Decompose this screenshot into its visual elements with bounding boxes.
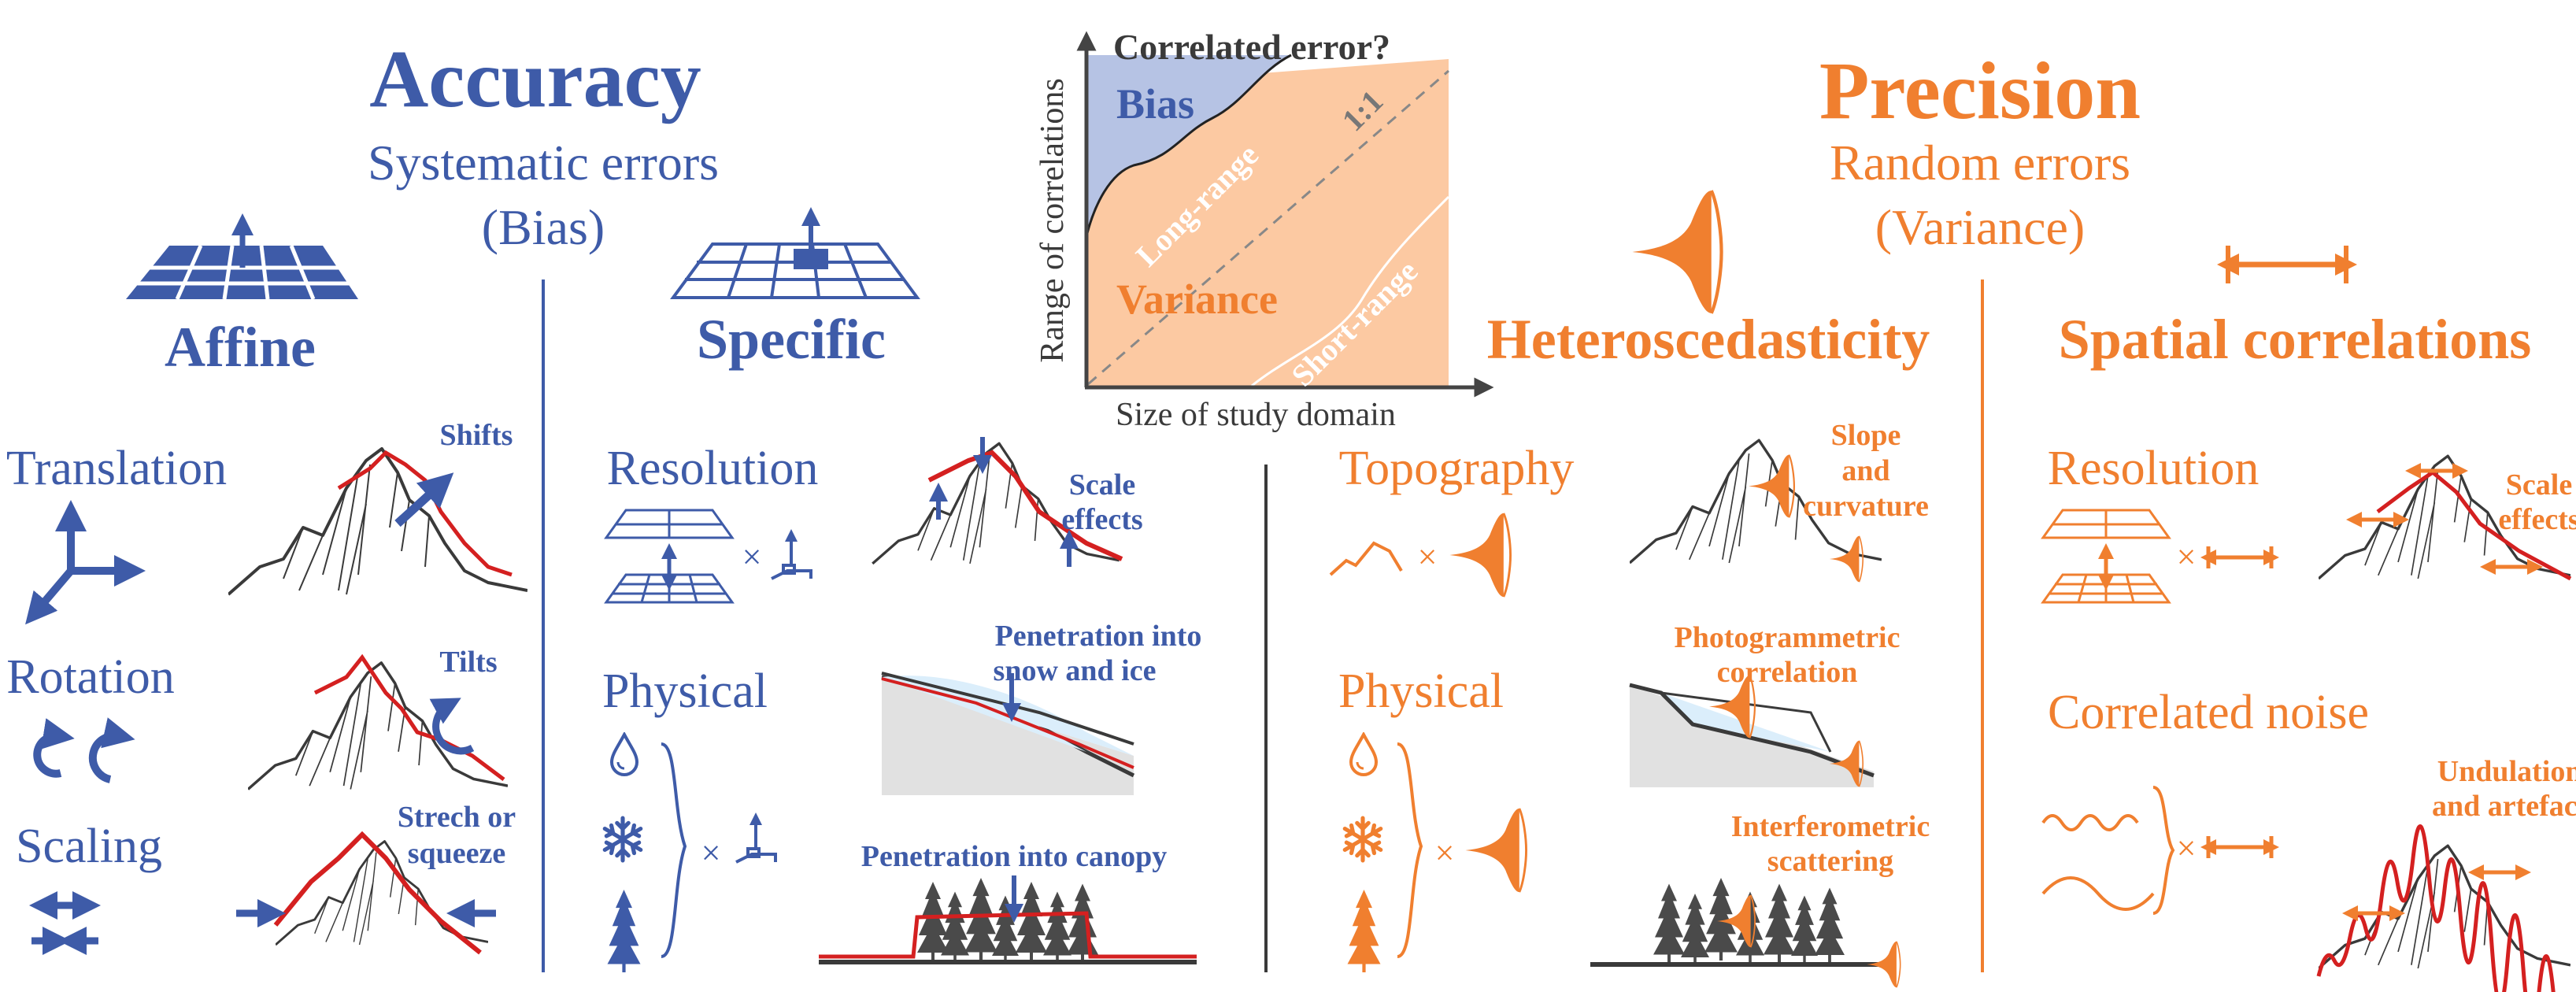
- scaling-label: Scaling: [16, 820, 162, 873]
- spatial-resolution-label: Resolution: [2048, 442, 2260, 495]
- short-wave-icon: [2041, 814, 2139, 831]
- precision-subtitle-variance: (Variance): [1875, 199, 2085, 255]
- resolution-icon-specific: [604, 509, 735, 604]
- times-sign: ×: [701, 834, 721, 872]
- snowflake-icon: [1345, 818, 1380, 861]
- translation-label: Translation: [6, 442, 227, 495]
- range-arrow-icon: [2217, 246, 2357, 283]
- canopy-diagram: Penetration into canopy: [819, 840, 1197, 964]
- chart-title: Correlated error?: [1113, 27, 1390, 67]
- spatial-scale-label-1: Scale: [2506, 468, 2572, 502]
- mountain-shift: Shifts: [228, 419, 527, 596]
- brace: [2152, 786, 2175, 915]
- one-to-one-line: [1087, 69, 1449, 386]
- photogrammetric-diagram: Photogrammetric correlation: [1629, 621, 1901, 787]
- specific-heading: Specific: [697, 308, 886, 371]
- tree-icon: [1347, 890, 1381, 972]
- long-wave-icon: [2041, 876, 2155, 911]
- photo-label-2: correlation: [1717, 656, 1858, 689]
- undulations-label-1: Undulations: [2437, 755, 2576, 788]
- times-sign: ×: [1418, 538, 1438, 576]
- short-range-boundary: [1251, 195, 1450, 387]
- mountain-tilt: Tilts: [248, 646, 508, 791]
- affine-heading: Affine: [165, 316, 316, 379]
- hetero-heading: Heteroscedasticity: [1487, 308, 1930, 371]
- topography-icon: [1329, 541, 1403, 576]
- brace: [661, 742, 687, 958]
- water-icon: [610, 733, 638, 776]
- specific-resolution-label: Resolution: [607, 442, 819, 495]
- precision-subtitle: Random errors: [1830, 135, 2130, 191]
- times-sign: ×: [2177, 538, 2197, 576]
- x-axis-label: Size of study domain: [1116, 397, 1396, 433]
- variance-label: Variance: [1116, 276, 1278, 323]
- bias-region: [1086, 55, 1291, 236]
- inter-label-2: scattering: [1767, 845, 1893, 878]
- distribution-icon: [1449, 512, 1512, 598]
- inter-label-1: Interferometric: [1731, 810, 1930, 843]
- accuracy-subtitle-bias: (Bias): [482, 199, 605, 255]
- shifts-label: Shifts: [440, 419, 513, 452]
- hetero-physical-label: Physical: [1338, 664, 1504, 718]
- stretch-label-2: squeeze: [408, 837, 506, 870]
- times-sign: ×: [2177, 829, 2197, 868]
- translation-icon: [25, 500, 146, 625]
- range-small-icon: [2200, 546, 2279, 568]
- slope-label-3: curvature: [1803, 490, 1929, 523]
- times-sign: ×: [742, 538, 762, 576]
- specific-physical-label: Physical: [602, 664, 768, 718]
- accuracy-title: Accuracy: [369, 34, 701, 124]
- spatial-heading: Spatial correlations: [2059, 308, 2532, 371]
- pen-snow-label-2: snow and ice: [994, 654, 1157, 687]
- undulations-label-2: and artefacts: [2432, 790, 2576, 823]
- mountain-spatial-scale: Scale effects: [2319, 454, 2576, 581]
- pen-canopy-label: Penetration into canopy: [861, 840, 1167, 873]
- topography-label: Topography: [1339, 442, 1575, 495]
- scaling-icon: [29, 891, 101, 955]
- rotation-icon: [33, 717, 135, 783]
- water-icon: [1349, 733, 1378, 776]
- range-small-icon: [2200, 836, 2279, 858]
- scale-label-2: effects: [1061, 503, 1142, 536]
- bias-small-icon: [771, 529, 812, 580]
- mountain-scale-effects: Scale effects: [871, 437, 1143, 567]
- spatial-scale-label-2: effects: [2498, 503, 2576, 536]
- photo-label-1: Photogrammetric: [1675, 621, 1901, 654]
- brace: [1397, 742, 1423, 958]
- scale-label-1: Scale: [1069, 468, 1135, 502]
- bias-small-icon: [735, 812, 777, 864]
- distribution-icon: [1464, 807, 1527, 894]
- precision-title: Precision: [1819, 46, 2141, 136]
- slope-label-2: and: [1841, 454, 1889, 487]
- bias-label: Bias: [1116, 80, 1194, 128]
- times-sign: ×: [1435, 834, 1455, 872]
- slope-label-1: Slope: [1831, 419, 1901, 452]
- grid-icon-specific: [670, 207, 920, 299]
- mountain-undulations: Undulations and artefacts: [2316, 755, 2576, 992]
- grid-icon-affine: [126, 213, 358, 301]
- snow-ice-diagram: Penetration into snow and ice: [881, 620, 1202, 795]
- correlated-noise-label: Correlated noise: [2048, 686, 2369, 739]
- bias-boundary: [1085, 54, 1292, 237]
- y-axis-label: Range of correlations: [1034, 78, 1071, 363]
- mountain-slope-curvature: Slope and curvature: [1630, 419, 1929, 583]
- pen-snow-label-1: Penetration into: [995, 620, 1202, 653]
- rotation-label: Rotation: [6, 650, 175, 704]
- stretch-label-1: Strech or: [398, 801, 516, 834]
- correlation-chart: Correlated error? Size of study domain R…: [1034, 27, 1494, 433]
- accuracy-subtitle: Systematic errors: [368, 135, 719, 191]
- resolution-icon-spatial: [2041, 509, 2171, 604]
- snowflake-icon: [605, 818, 640, 861]
- mountain-stretch: Strech or squeeze: [236, 801, 516, 955]
- tree-icon: [607, 890, 641, 972]
- interferometric-diagram: Interferometric scattering: [1590, 810, 1930, 988]
- distribution-icon: [1632, 191, 1721, 313]
- tilts-label: Tilts: [439, 646, 497, 679]
